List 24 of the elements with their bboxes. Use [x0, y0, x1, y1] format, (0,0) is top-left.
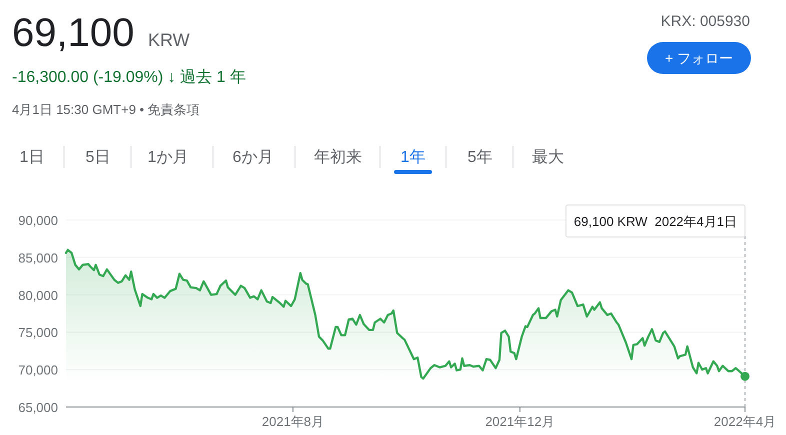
- y-tick-label: 85,000: [18, 250, 58, 266]
- text: 5日: [86, 149, 110, 166]
- y-tick-label: 75,000: [18, 325, 58, 340]
- text: 最大: [532, 148, 564, 166]
- text: 1日: [20, 149, 44, 166]
- x-tick-label: 2021年12月: [485, 414, 555, 429]
- text: 4月1日 15:30 GMT+9 • 免責条項: [12, 102, 200, 117]
- text: 6か月: [232, 149, 274, 166]
- y-tick-label: 90,000: [18, 213, 58, 228]
- text: 年初来: [314, 148, 362, 166]
- text: + フォロー: [664, 50, 734, 66]
- chart-subtitle: -16,300.00 (-19.09%) ↓ 過去 1 年: [12, 68, 246, 86]
- y-tick-label: 70,000: [18, 362, 58, 378]
- text: 5年: [468, 149, 492, 166]
- text: KRX: 005930: [660, 13, 750, 30]
- text: 1か月: [148, 149, 188, 166]
- y-tick-label: 80,000: [18, 288, 58, 303]
- text: 1年: [400, 149, 426, 166]
- ref-line-label: 69,100 KRW 2022年4月1日: [574, 214, 737, 229]
- x-tick-label: 2022年4月: [714, 414, 776, 429]
- chart-title: 69,100: [12, 11, 134, 55]
- x-tick-label: 2021年8月: [262, 414, 324, 429]
- y-tick-label: 65,000: [18, 400, 58, 415]
- text: KRW: [148, 30, 190, 50]
